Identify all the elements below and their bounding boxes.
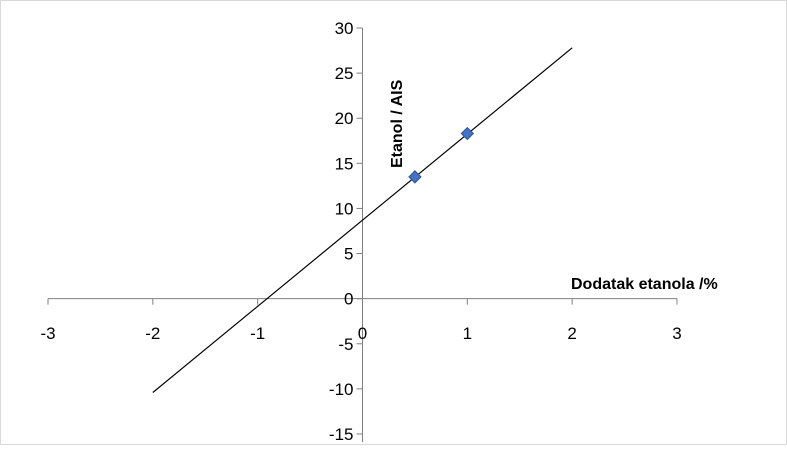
y-tick-label: 30 bbox=[335, 19, 354, 38]
data-points bbox=[408, 126, 475, 184]
y-tick-label: 0 bbox=[344, 290, 353, 309]
x-tick-label: 0 bbox=[358, 324, 367, 343]
trendline-group bbox=[152, 47, 573, 393]
y-tick-label: 15 bbox=[335, 154, 354, 173]
x-tick-label: 2 bbox=[567, 324, 576, 343]
y-tick-label: 20 bbox=[335, 109, 354, 128]
trendline bbox=[152, 47, 573, 393]
y-tick-label: -5 bbox=[338, 335, 353, 354]
x-axis-title: Dodatak etanola /% bbox=[571, 276, 718, 293]
y-tick-label: -10 bbox=[329, 380, 354, 399]
x-tick-label: -2 bbox=[145, 324, 160, 343]
x-tick-label: -3 bbox=[40, 324, 55, 343]
y-axis-title: Etanol / AIS bbox=[389, 79, 406, 168]
x-tick-label: 1 bbox=[463, 324, 472, 343]
y-tick-label: 10 bbox=[335, 199, 354, 218]
y-tick-label: 25 bbox=[335, 64, 354, 83]
x-tick-label: 3 bbox=[672, 324, 681, 343]
y-tick-label: -15 bbox=[329, 425, 354, 444]
y-tick-label: 5 bbox=[344, 245, 353, 264]
data-point bbox=[408, 170, 422, 184]
data-point bbox=[460, 126, 475, 141]
x-tick-label: -1 bbox=[250, 324, 265, 343]
